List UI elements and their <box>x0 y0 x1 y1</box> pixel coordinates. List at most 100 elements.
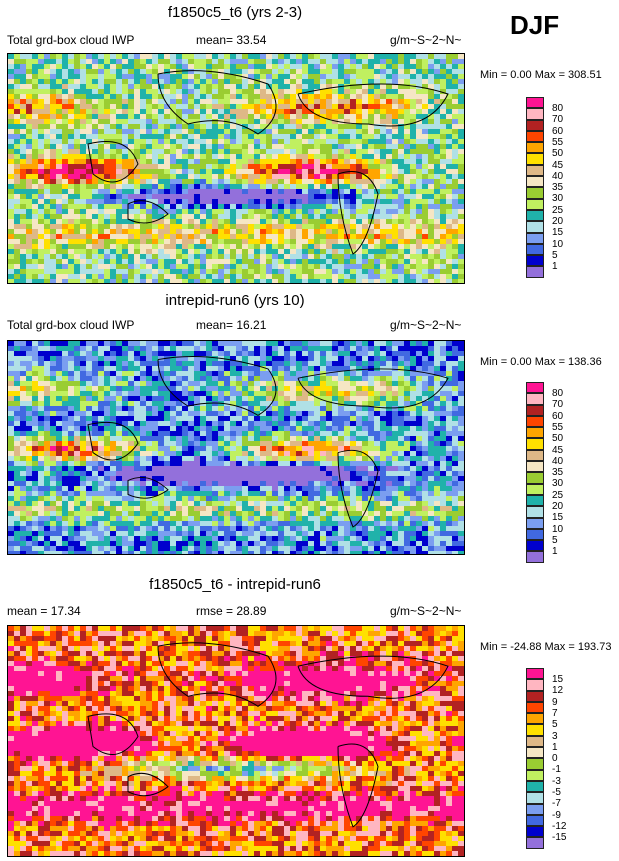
field-cell <box>434 371 441 377</box>
field-cell <box>458 154 464 160</box>
field-cell <box>416 214 423 220</box>
field-cell <box>44 94 51 100</box>
field-cell <box>8 259 15 265</box>
field-cell <box>380 149 387 155</box>
field-cell <box>266 74 273 80</box>
field-cell <box>230 401 237 407</box>
field-cell <box>326 254 333 260</box>
field-cell <box>254 431 261 437</box>
field-cell <box>284 421 291 427</box>
field-cell <box>398 239 405 245</box>
field-cell <box>314 396 321 402</box>
field-cell <box>8 224 15 230</box>
field-cell <box>50 129 57 135</box>
field-cell <box>308 94 315 100</box>
field-cell <box>332 386 339 392</box>
field-cell <box>344 139 351 145</box>
field-cell <box>350 421 357 427</box>
field-cell <box>320 174 327 180</box>
field-cell <box>170 119 177 125</box>
field-cell <box>68 396 75 402</box>
field-cell <box>362 411 369 417</box>
field-cell <box>176 391 183 397</box>
field-cell <box>320 104 327 110</box>
field-cell <box>386 109 393 115</box>
field-cell <box>134 164 141 170</box>
field-cell <box>32 279 39 283</box>
field-cell <box>278 274 285 280</box>
map-field <box>7 340 465 555</box>
field-cell <box>362 179 369 185</box>
field-cell <box>86 179 93 185</box>
field-cell <box>14 381 21 387</box>
field-cell <box>398 99 405 105</box>
field-cell <box>428 54 435 60</box>
colorbar-label: 10 <box>552 238 564 250</box>
field-cell <box>296 74 303 80</box>
field-cell <box>164 184 171 190</box>
field-cell <box>170 179 177 185</box>
field-cell <box>230 104 237 110</box>
field-cell <box>92 351 99 357</box>
field-cell <box>458 406 464 412</box>
field-cell <box>128 194 135 200</box>
field-cell <box>320 159 327 165</box>
field-cell <box>380 134 387 140</box>
field-cell <box>380 351 387 357</box>
field-cell <box>146 54 153 60</box>
field-cell <box>410 59 417 65</box>
field-cell <box>344 214 351 220</box>
field-cell <box>386 79 393 85</box>
field-cell <box>20 244 27 250</box>
field-cell <box>380 89 387 95</box>
field-cell <box>134 386 141 392</box>
field-cell <box>422 431 429 437</box>
field-cell <box>68 149 75 155</box>
field-cell <box>404 381 411 387</box>
field-cell <box>380 274 387 280</box>
field-cell <box>386 381 393 387</box>
field-cell <box>104 209 111 215</box>
field-cell <box>146 259 153 265</box>
field-cell <box>428 416 435 422</box>
field-cell <box>242 219 249 225</box>
field-cell <box>356 99 363 105</box>
field-cell <box>32 421 39 427</box>
field-cell <box>308 396 315 402</box>
field-cell <box>236 381 243 387</box>
field-cell <box>458 431 464 437</box>
field-cell <box>188 229 195 235</box>
field-cell <box>182 174 189 180</box>
field-cell <box>218 194 225 200</box>
field-cell <box>446 124 453 130</box>
field-cell <box>356 194 363 200</box>
field-cell <box>362 279 369 283</box>
field-cell <box>68 219 75 225</box>
field-cell <box>266 69 273 75</box>
field-cell <box>224 406 231 412</box>
field-cell <box>404 234 411 240</box>
field-cell <box>374 401 381 407</box>
field-cell <box>368 174 375 180</box>
field-cell <box>188 124 195 130</box>
field-cell <box>434 209 441 215</box>
field-cell <box>26 436 33 442</box>
field-cell <box>74 376 81 382</box>
field-cell <box>422 396 429 402</box>
field-cell <box>50 134 57 140</box>
field-cell <box>146 79 153 85</box>
field-cell <box>344 144 351 150</box>
field-cell <box>62 381 69 387</box>
field-cell <box>248 94 255 100</box>
field-cell <box>212 279 219 283</box>
field-cell <box>86 381 93 387</box>
field-cell <box>152 99 159 105</box>
field-cell <box>8 54 15 60</box>
field-cell <box>434 94 441 100</box>
field-cell <box>128 264 135 270</box>
field-cell <box>326 94 333 100</box>
field-cell <box>284 174 291 180</box>
field-cell <box>8 239 15 245</box>
field-cell <box>68 114 75 120</box>
field-cell <box>56 119 63 125</box>
